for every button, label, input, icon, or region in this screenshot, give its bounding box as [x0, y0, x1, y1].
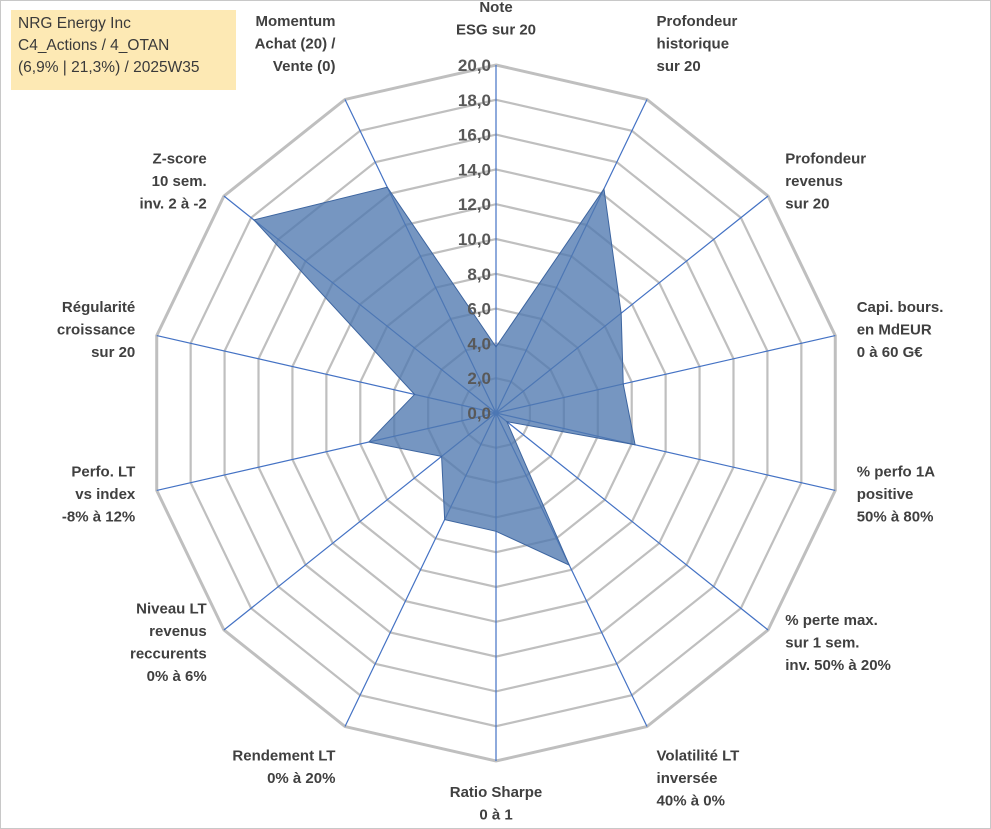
axis-label: Rendement LT: [232, 747, 335, 764]
axis-spoke: [495, 412, 769, 631]
axis-label: Niveau LT: [136, 601, 207, 618]
axis-label: 0 à 60 G€: [857, 344, 924, 361]
axis-label: sur 1 sem.: [785, 634, 859, 651]
tick-label: 12,0: [458, 195, 491, 214]
axis-label: Profondeur: [657, 13, 738, 30]
axis-label: Z-score: [153, 151, 207, 168]
axis-label: inv. 50% à 20%: [785, 657, 891, 674]
category-label: C4_Actions / 4_OTAN: [18, 37, 170, 54]
tick-label: 8,0: [467, 265, 491, 284]
tick-label: 10,0: [458, 230, 491, 249]
axis-label: en MdEUR: [857, 321, 932, 338]
axis-label: Capi. bours.: [857, 299, 944, 316]
axis-label: Régularité: [62, 299, 135, 316]
stats-label: (6,9% | 21,3%) / 2025W35: [18, 59, 200, 76]
tick-label: 4,0: [467, 334, 491, 353]
tick-label: 0,0: [467, 404, 491, 423]
axis-label: positive: [857, 486, 914, 503]
axis-label: Ratio Sharpe: [450, 784, 543, 801]
axis-label: historique: [657, 36, 730, 53]
tick-label: 16,0: [458, 126, 491, 145]
axis-label: inv. 2 à -2: [139, 196, 206, 213]
axis-label: Momentum: [255, 13, 335, 30]
axis-label: Perfo. LT: [71, 464, 135, 481]
axis-label: % perfo 1A: [857, 464, 936, 481]
axis-label: ESG sur 20: [456, 22, 536, 39]
tick-label: 14,0: [458, 160, 491, 179]
axis-label: sur 20: [657, 58, 701, 75]
tick-label: 6,0: [467, 300, 491, 319]
axis-label: Vente (0): [273, 58, 336, 75]
axis-label: 0% à 6%: [147, 668, 207, 685]
axis-label: Achat (20) /: [255, 36, 337, 53]
axis-label: 50% à 80%: [857, 509, 934, 526]
axis-label: Profondeur: [785, 151, 866, 168]
axis-label: Volatilité LT: [657, 747, 740, 764]
axis-label: 0% à 20%: [267, 770, 335, 787]
tick-label: 18,0: [458, 91, 491, 110]
series-area: [252, 186, 636, 567]
axis-label: Note: [479, 0, 512, 16]
tick-label: 2,0: [467, 369, 491, 388]
axis-label: sur 20: [785, 196, 829, 213]
axis-label: 0 à 1: [479, 807, 512, 824]
axis-label: inversée: [657, 770, 718, 787]
axis-label: % perte max.: [785, 612, 878, 629]
axis-label: vs index: [75, 486, 136, 503]
info-box: NRG Energy Inc C4_Actions / 4_OTAN (6,9%…: [11, 10, 236, 90]
axis-label: reccurents: [130, 646, 207, 663]
axis-label: 10 sem.: [152, 173, 207, 190]
axis-label: sur 20: [91, 344, 135, 361]
axis-label: revenus: [149, 623, 207, 640]
axis-label: 40% à 0%: [657, 792, 725, 809]
axis-label: -8% à 12%: [62, 509, 135, 526]
axis-label: croissance: [57, 321, 135, 338]
tick-label: 20,0: [458, 56, 491, 75]
axis-label: revenus: [785, 173, 843, 190]
company-name: NRG Energy Inc: [18, 15, 131, 32]
